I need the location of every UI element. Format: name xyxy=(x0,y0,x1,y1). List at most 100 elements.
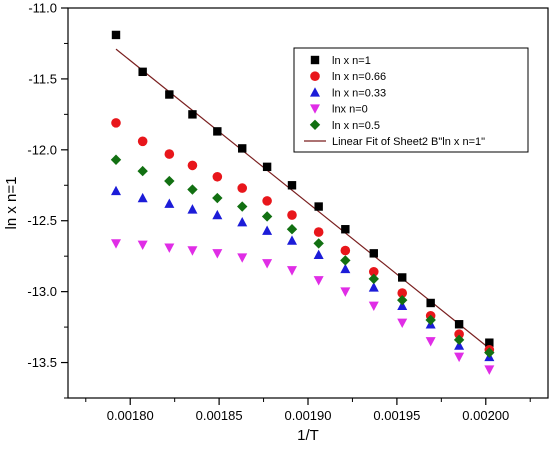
data-point xyxy=(165,90,174,99)
data-point xyxy=(212,171,223,182)
data-point xyxy=(111,118,121,128)
data-point xyxy=(261,211,273,222)
data-point xyxy=(484,347,495,358)
linear-fit-line xyxy=(115,48,490,349)
data-point xyxy=(212,209,223,220)
y-axis-title: ln x n=1 xyxy=(3,177,20,230)
data-point xyxy=(286,224,298,235)
data-point xyxy=(164,198,175,208)
data-point xyxy=(138,67,147,77)
data-point xyxy=(340,245,351,256)
y-tick-label: -13.0 xyxy=(27,284,57,299)
data-point xyxy=(262,259,273,269)
data-point xyxy=(368,301,379,312)
data-point xyxy=(188,110,197,119)
data-point xyxy=(137,240,148,251)
data-point xyxy=(237,183,248,193)
data-point xyxy=(341,225,350,234)
series-2 xyxy=(111,118,495,355)
data-point xyxy=(164,243,175,253)
data-point xyxy=(454,329,464,339)
data-point xyxy=(262,162,272,172)
data-point xyxy=(397,318,408,329)
data-point xyxy=(454,320,464,329)
legend-label: ln x n=0.5 xyxy=(332,120,380,132)
data-markers xyxy=(110,30,495,375)
x-tick-label: 0.00200 xyxy=(462,408,509,423)
series-1 xyxy=(111,30,494,347)
legend-marker xyxy=(310,55,320,65)
data-point xyxy=(397,294,408,306)
data-point xyxy=(340,255,351,266)
legend-label: ln x n=0.33 xyxy=(332,87,386,99)
x-axis-title: 1/T xyxy=(297,427,319,444)
data-point xyxy=(484,365,495,375)
y-tick-label: -11.5 xyxy=(28,71,57,86)
data-point xyxy=(287,181,297,190)
data-point xyxy=(425,337,436,347)
legend-marker xyxy=(310,71,320,81)
data-point xyxy=(287,235,297,245)
data-point xyxy=(187,246,198,256)
series-5 xyxy=(110,154,495,358)
data-point xyxy=(425,314,436,326)
data-point xyxy=(314,202,323,211)
series-4 xyxy=(111,239,495,375)
data-point xyxy=(111,239,121,249)
data-point xyxy=(137,192,148,203)
legend-items: ln x n=1 ln x n=0.66 ln x n=0.33 lnx n=0 ln … xyxy=(304,55,485,148)
data-point xyxy=(187,184,198,195)
legend-label: ln x n=0.66 xyxy=(332,71,386,83)
data-point xyxy=(368,273,379,285)
axis-ticks: 0.00180 0.00185 0.00190 0.00195 0.00200 -11.0… xyxy=(27,1,531,423)
x-tick-label: 0.00185 xyxy=(196,408,243,423)
x-tick-label: 0.00190 xyxy=(285,408,332,423)
data-point xyxy=(187,160,198,171)
data-point xyxy=(454,352,465,363)
legend-label: Linear Fit of Sheet2 B"ln x n=1" xyxy=(332,136,485,148)
data-point xyxy=(426,298,435,308)
legend-label: ln x n=1 xyxy=(332,55,371,67)
data-point xyxy=(187,204,198,214)
data-point xyxy=(287,210,297,220)
data-point xyxy=(111,185,121,196)
data-point xyxy=(212,192,223,204)
y-tick-label: -11.0 xyxy=(28,1,57,16)
y-tick-label: -13.5 xyxy=(27,355,57,370)
legend-marker xyxy=(310,104,320,114)
data-point xyxy=(313,249,324,259)
data-point xyxy=(213,127,222,136)
data-point xyxy=(237,201,248,212)
data-point xyxy=(287,266,297,276)
legend-label: lnx n=0 xyxy=(332,104,368,116)
data-point xyxy=(485,338,494,347)
data-point xyxy=(262,225,273,235)
data-point xyxy=(340,263,351,274)
data-point xyxy=(397,288,408,298)
data-point xyxy=(313,276,324,286)
data-point xyxy=(164,175,175,187)
data-point xyxy=(212,249,223,259)
data-point xyxy=(453,334,465,346)
legend-marker xyxy=(310,87,320,97)
data-point xyxy=(137,165,148,177)
data-point xyxy=(262,196,272,206)
data-point xyxy=(137,136,148,147)
data-point xyxy=(313,238,324,249)
data-point xyxy=(111,30,121,40)
data-point xyxy=(368,282,379,292)
y-tick-label: -12.5 xyxy=(27,213,57,228)
fit-line-layer xyxy=(115,48,490,349)
y-tick-label: -12.0 xyxy=(27,142,57,157)
data-point xyxy=(369,249,378,258)
legend-box xyxy=(293,47,529,153)
x-tick-label: 0.00195 xyxy=(373,408,420,423)
data-point xyxy=(237,216,248,227)
data-point xyxy=(313,227,324,237)
legend: ln x n=1 ln x n=0.66 ln x n=0.33 lnx n=0 ln … xyxy=(293,47,529,153)
data-point xyxy=(368,266,379,277)
data-point xyxy=(398,273,407,282)
data-point xyxy=(110,154,122,165)
data-point xyxy=(340,287,351,297)
